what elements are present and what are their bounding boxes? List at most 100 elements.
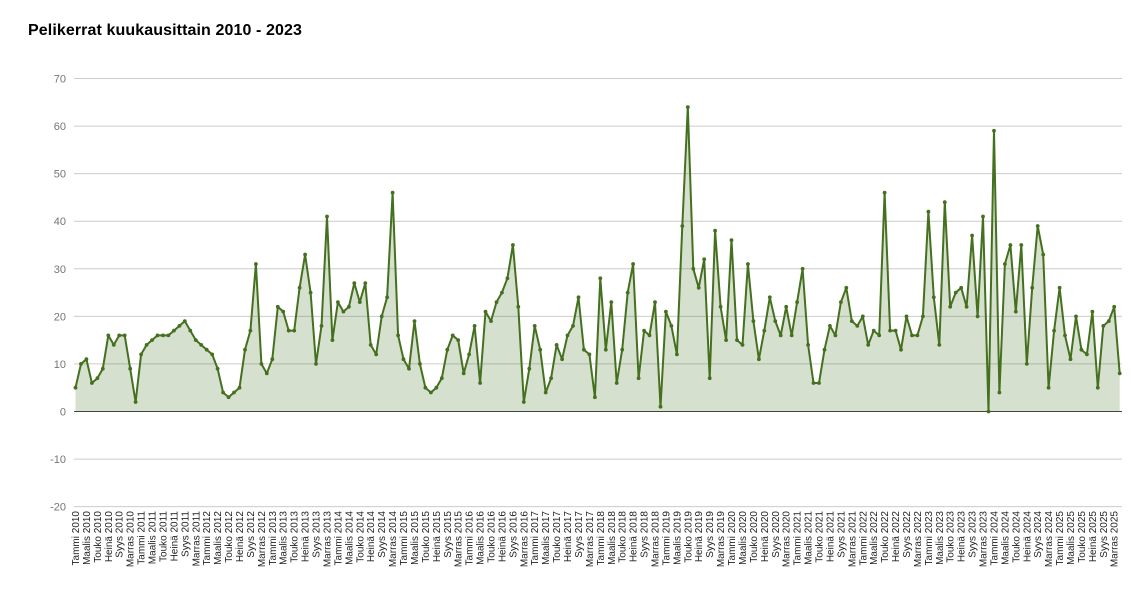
data-point-dot[interactable] <box>981 214 985 219</box>
data-point-dot[interactable] <box>642 328 646 333</box>
data-point-dot[interactable] <box>199 343 204 347</box>
data-point-dot[interactable] <box>1079 347 1084 352</box>
data-point-dot[interactable] <box>1095 385 1100 390</box>
data-point-dot[interactable] <box>735 338 739 342</box>
data-point-dot[interactable] <box>729 238 734 243</box>
data-point-dot[interactable] <box>1112 304 1117 309</box>
data-point-dot[interactable] <box>647 333 652 338</box>
data-point-dot[interactable] <box>549 376 553 381</box>
data-point-dot[interactable] <box>675 352 679 357</box>
data-point-dot[interactable] <box>281 309 286 314</box>
data-point-dot[interactable] <box>817 381 821 385</box>
data-point-dot[interactable] <box>778 333 783 338</box>
data-point-dot[interactable] <box>593 395 597 400</box>
data-point-dot[interactable] <box>757 357 761 362</box>
data-point-dot[interactable] <box>527 366 532 371</box>
data-point-dot[interactable] <box>784 304 789 309</box>
data-point-dot[interactable] <box>79 362 83 366</box>
data-point-dot[interactable] <box>439 376 444 381</box>
data-point-dot[interactable] <box>1035 224 1040 228</box>
data-point-dot[interactable] <box>1013 309 1018 314</box>
data-point-dot[interactable] <box>106 333 111 338</box>
data-point-dot[interactable] <box>177 324 182 328</box>
data-point-dot[interactable] <box>478 381 482 385</box>
data-point-dot[interactable] <box>1041 252 1046 257</box>
data-point-dot[interactable] <box>789 333 794 338</box>
data-point-dot[interactable] <box>500 290 504 295</box>
data-point-dot[interactable] <box>910 333 914 338</box>
data-point-dot[interactable] <box>860 314 865 319</box>
data-point-dot[interactable] <box>931 295 936 300</box>
data-point-dot[interactable] <box>625 290 630 295</box>
data-point-dot[interactable] <box>248 328 253 333</box>
data-point-dot[interactable] <box>904 314 909 319</box>
data-point-dot[interactable] <box>193 338 198 342</box>
data-point-dot[interactable] <box>718 304 723 309</box>
data-point-dot[interactable] <box>762 328 767 333</box>
data-point-dot[interactable] <box>396 333 400 338</box>
data-point-dot[interactable] <box>1090 309 1095 314</box>
data-point-dot[interactable] <box>702 257 707 262</box>
data-point-dot[interactable] <box>297 285 302 290</box>
data-point-dot[interactable] <box>445 347 450 352</box>
data-point-dot[interactable] <box>385 295 389 300</box>
data-point-dot[interactable] <box>560 357 564 362</box>
data-point-dot[interactable] <box>800 266 805 271</box>
data-point-dot[interactable] <box>970 233 974 238</box>
data-point-dot[interactable] <box>707 376 712 381</box>
data-point-dot[interactable] <box>347 304 351 309</box>
data-point-dot[interactable] <box>521 400 526 404</box>
data-point-dot[interactable] <box>275 304 280 309</box>
data-point-dot[interactable] <box>368 343 373 347</box>
data-point-dot[interactable] <box>959 285 964 290</box>
data-point-dot[interactable] <box>150 338 154 342</box>
data-point-dot[interactable] <box>795 300 799 304</box>
data-point-dot[interactable] <box>1030 285 1035 290</box>
data-point-dot[interactable] <box>986 409 991 414</box>
data-point-dot[interactable] <box>319 324 324 328</box>
data-point-dot[interactable] <box>1101 324 1106 328</box>
data-point-dot[interactable] <box>921 314 925 319</box>
data-point-dot[interactable] <box>418 362 422 366</box>
data-point-dot[interactable] <box>259 362 264 366</box>
data-point-dot[interactable] <box>866 343 871 347</box>
data-point-dot[interactable] <box>303 252 307 257</box>
data-point-dot[interactable] <box>325 214 329 219</box>
data-point-dot[interactable] <box>401 357 406 362</box>
data-point-dot[interactable] <box>565 333 570 338</box>
data-point-dot[interactable] <box>669 324 674 328</box>
data-point-dot[interactable] <box>73 385 78 390</box>
data-point-dot[interactable] <box>751 319 756 323</box>
data-point-dot[interactable] <box>926 209 931 214</box>
data-point-dot[interactable] <box>133 400 138 404</box>
data-point-dot[interactable] <box>308 290 313 295</box>
data-point-dot[interactable] <box>1085 352 1089 357</box>
data-point-dot[interactable] <box>587 352 592 357</box>
data-point-dot[interactable] <box>614 381 619 385</box>
data-point-dot[interactable] <box>833 333 838 338</box>
data-point-dot[interactable] <box>182 319 187 323</box>
data-point-dot[interactable] <box>839 300 843 304</box>
data-point-dot[interactable] <box>407 366 411 371</box>
data-point-dot[interactable] <box>1024 362 1029 366</box>
data-point-dot[interactable] <box>390 190 395 195</box>
data-point-dot[interactable] <box>680 224 685 228</box>
data-point-dot[interactable] <box>429 390 433 395</box>
data-point-dot[interactable] <box>243 347 247 352</box>
data-point-dot[interactable] <box>1074 314 1078 319</box>
data-point-dot[interactable] <box>161 333 165 338</box>
data-point-dot[interactable] <box>232 390 236 395</box>
data-point-dot[interactable] <box>357 300 362 304</box>
data-point-dot[interactable] <box>554 343 559 347</box>
data-point-dot[interactable] <box>172 328 176 333</box>
data-point-dot[interactable] <box>226 395 231 400</box>
data-point-dot[interactable] <box>806 343 810 347</box>
data-point-dot[interactable] <box>888 328 892 333</box>
data-point-dot[interactable] <box>1046 385 1051 390</box>
data-point-dot[interactable] <box>871 328 876 333</box>
data-point-dot[interactable] <box>412 319 417 323</box>
data-point-dot[interactable] <box>456 338 461 342</box>
data-point-dot[interactable] <box>494 300 499 304</box>
data-point-dot[interactable] <box>374 352 379 357</box>
data-point-dot[interactable] <box>363 281 368 285</box>
